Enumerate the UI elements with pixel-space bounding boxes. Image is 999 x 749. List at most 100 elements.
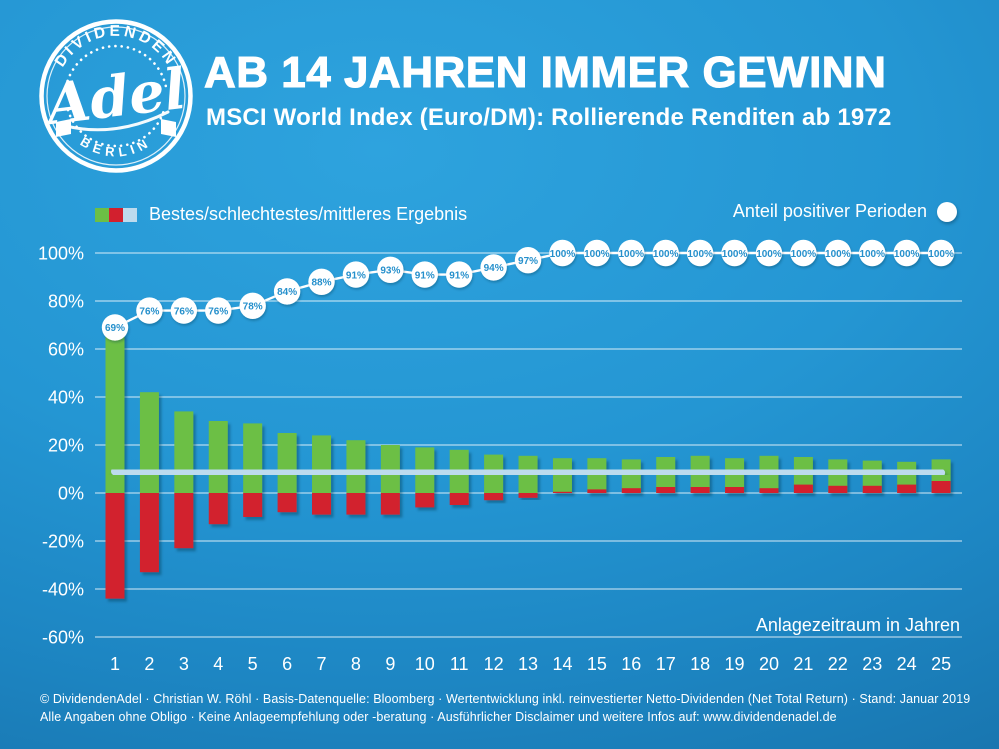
bar-worst — [862, 485, 882, 493]
bar-worst — [243, 493, 263, 517]
share-circle — [342, 261, 370, 288]
x-tick-label: 9 — [385, 654, 395, 674]
share-circle — [721, 239, 748, 267]
dividendenadel-logo: DIVIDENDEN BERLIN Adel — [38, 19, 193, 173]
bar-worst — [621, 488, 641, 493]
x-tick-label: 23 — [862, 654, 882, 674]
logo-banner-right-wing — [161, 119, 176, 137]
bar-worst — [656, 487, 676, 493]
bar-worst — [690, 487, 710, 493]
bar-worst — [139, 493, 159, 573]
y-tick-label: 0% — [58, 484, 84, 504]
bar-best — [243, 423, 263, 493]
bar-best — [346, 440, 366, 493]
share-circle-label: 91% — [346, 270, 366, 281]
share-circle-label: 91% — [449, 270, 469, 281]
share-circle-label: 100% — [894, 249, 920, 260]
share-circle-label: 100% — [859, 249, 885, 260]
share-circle-label: 88% — [312, 278, 332, 289]
bar-best — [139, 392, 159, 493]
share-circle — [824, 239, 852, 267]
share-circle-label: 100% — [791, 249, 817, 260]
x-tick-label: 22 — [828, 654, 848, 674]
x-tick-label: 8 — [351, 654, 361, 674]
bar-best — [208, 421, 228, 493]
share-circle-label: 69% — [105, 323, 125, 334]
bar-worst — [449, 493, 469, 505]
y-tick-label: 80% — [48, 292, 84, 312]
footer-line-2: Alle Angaben ohne Obligo · Keine Anlagee… — [40, 709, 837, 724]
bar-worst — [277, 493, 297, 513]
x-axis-title: Anlagezeitraum in Jahren — [756, 615, 960, 635]
share-circle — [583, 239, 611, 267]
bar-worst — [312, 493, 332, 515]
share-circle-label: 84% — [277, 287, 297, 298]
share-circle — [170, 297, 198, 324]
share-circle — [101, 314, 129, 341]
bar-worst — [793, 484, 813, 493]
footer-line-1: © DividendenAdel · Christian W. Röhl · B… — [40, 692, 971, 706]
legend-circles: Anteil positiver Perioden — [733, 201, 957, 222]
logo-flourish — [64, 110, 170, 132]
bar-worst — [484, 493, 504, 501]
x-tick-label: 14 — [552, 654, 572, 674]
legend-swatch-worst — [109, 207, 123, 222]
x-tick-label: 15 — [587, 654, 607, 674]
share-circles: 69% 76% 76% 76% 78% 84% 88% 91% 93% 91% 91% 94% 97% 1… — [101, 239, 955, 341]
legend-bars: Bestes/schlechtestes/mittleres Ergebnis — [95, 204, 467, 225]
share-circle — [308, 268, 335, 295]
x-tick-label: 24 — [897, 654, 917, 674]
page-title: AB 14 JAHREN IMMER GEWINN — [203, 47, 887, 97]
bar-worst — [931, 481, 951, 493]
share-circle-label: 76% — [174, 306, 194, 317]
share-circle-label: 76% — [208, 306, 228, 317]
share-circle — [790, 239, 817, 267]
x-tick-label: 13 — [518, 654, 538, 674]
x-tick-label: 25 — [931, 654, 951, 674]
y-tick-label: 20% — [48, 436, 84, 456]
share-circle-label: 100% — [619, 249, 645, 260]
x-tick-label: 6 — [282, 654, 292, 674]
share-circle-label: 100% — [687, 249, 713, 260]
x-tick-label: 3 — [179, 654, 189, 674]
share-circle-label: 100% — [825, 249, 851, 260]
y-tick-label: 60% — [48, 340, 84, 360]
bar-worst — [208, 493, 228, 525]
share-circle — [377, 256, 404, 283]
x-tick-label: 19 — [725, 654, 745, 674]
x-tick-label: 10 — [415, 654, 435, 674]
x-tick-label: 7 — [317, 654, 327, 674]
x-tick-label: 11 — [450, 654, 469, 674]
bar-best — [277, 433, 297, 493]
share-circle-label: 100% — [653, 249, 679, 260]
y-tick-label: -60% — [42, 628, 84, 648]
y-tick-label: -40% — [42, 580, 84, 600]
share-circle-label: 100% — [928, 249, 954, 260]
bar-best — [312, 435, 332, 493]
share-circle-label: 78% — [243, 302, 263, 313]
logo-banner-left-wing — [56, 119, 71, 137]
legend-swatch-best — [95, 207, 109, 222]
y-tick-label: -20% — [42, 532, 84, 552]
share-circle-label: 91% — [415, 270, 435, 281]
x-axis-tick-labels: 1 2 3 4 5 6 7 8 9 10 11 12 13 14 15 16 17 18 19 20 21 22 23 24 2… — [110, 654, 951, 674]
bar-worst — [587, 489, 607, 493]
bar-worst — [759, 488, 779, 493]
bar-worst — [518, 493, 538, 498]
share-circle — [927, 239, 955, 267]
x-tick-label: 20 — [759, 654, 779, 674]
share-circle-label: 100% — [550, 249, 576, 260]
legend-bars-label: Bestes/schlechtestes/mittleres Ergebnis — [149, 204, 468, 224]
x-tick-label: 2 — [144, 654, 154, 674]
share-circle — [859, 239, 886, 267]
share-circle — [411, 261, 438, 288]
median-line — [111, 467, 946, 477]
bar-worst — [346, 493, 366, 515]
x-tick-label: 12 — [484, 654, 504, 674]
logo-outer-ring — [39, 19, 193, 173]
share-circle — [652, 239, 679, 267]
legend-circles-label: Anteil positiver Perioden — [732, 201, 927, 221]
bar-worst — [105, 493, 125, 599]
